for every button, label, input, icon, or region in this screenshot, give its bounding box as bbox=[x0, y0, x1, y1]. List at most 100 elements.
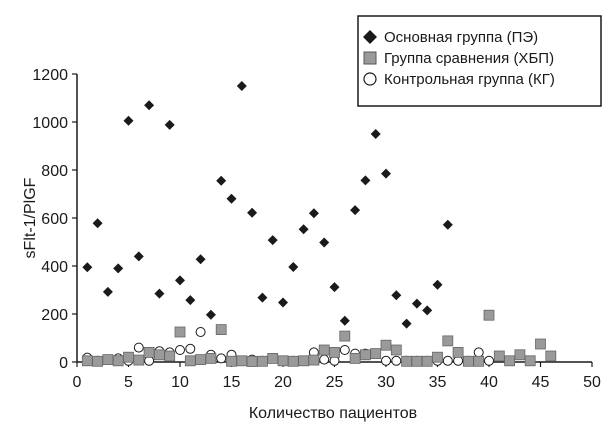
x-tick-label: 45 bbox=[532, 374, 550, 391]
data-point-main-group bbox=[360, 175, 371, 186]
y-axis-title: sFlt-1/PlGF bbox=[22, 177, 39, 258]
data-point-main-group bbox=[133, 251, 144, 262]
x-tick-label: 0 bbox=[73, 374, 82, 391]
legend-label-comparison-group: Группа сравнения (ХБП) bbox=[384, 50, 554, 67]
data-point-comparison-group bbox=[267, 352, 279, 364]
y-tick-labels: 0 200 400 600 800 1000 1200 bbox=[32, 67, 68, 372]
axes bbox=[72, 73, 593, 367]
data-point-control-group bbox=[484, 355, 494, 366]
data-point-comparison-group bbox=[112, 355, 124, 367]
data-point-comparison-group bbox=[123, 351, 134, 363]
data-point-main-group bbox=[92, 218, 103, 229]
data-point-comparison-group bbox=[287, 355, 299, 367]
data-point-control-group bbox=[133, 342, 144, 353]
data-point-comparison-group bbox=[359, 349, 371, 361]
y-tick-label: 1200 bbox=[32, 67, 68, 84]
data-point-comparison-group bbox=[133, 354, 145, 366]
data-point-comparison-group bbox=[421, 355, 433, 367]
data-point-comparison-group bbox=[92, 355, 103, 367]
data-point-comparison-group bbox=[205, 352, 217, 364]
data-point-main-group bbox=[432, 279, 443, 290]
legend-item-comparison-group: Группа сравнения (ХБП) bbox=[363, 50, 554, 67]
data-point-comparison-group bbox=[256, 355, 268, 367]
x-tick-labels: 0 5 10 15 20 25 30 35 40 45 50 bbox=[73, 374, 601, 391]
legend-label-control-group: Контрольная группа (КГ) bbox=[384, 71, 555, 88]
data-point-main-group bbox=[123, 115, 134, 126]
data-point-control-group bbox=[339, 345, 350, 355]
data-point-main-group bbox=[422, 305, 433, 316]
data-point-comparison-group bbox=[452, 346, 464, 358]
data-point-comparison-group bbox=[174, 326, 186, 338]
data-point-comparison-group bbox=[318, 344, 330, 356]
data-point-comparison-group bbox=[298, 355, 310, 367]
circle-marker-icon bbox=[363, 72, 377, 86]
data-point-control-group bbox=[319, 354, 330, 365]
legend-item-control-group: Контрольная группа (КГ) bbox=[363, 71, 555, 88]
data-point-main-group bbox=[319, 237, 330, 248]
data-point-main-group bbox=[164, 119, 175, 130]
diamond-marker-icon bbox=[363, 30, 377, 44]
data-point-comparison-group bbox=[483, 309, 495, 321]
data-point-comparison-group bbox=[514, 349, 526, 361]
data-point-control-group bbox=[195, 327, 206, 337]
data-point-control-group bbox=[185, 343, 196, 354]
data-point-main-group bbox=[267, 235, 278, 246]
data-point-comparison-group bbox=[143, 346, 155, 358]
data-point-main-group bbox=[339, 315, 350, 326]
x-tick-label: 35 bbox=[429, 374, 447, 391]
data-point-main-group bbox=[288, 261, 299, 272]
data-point-comparison-group bbox=[473, 355, 485, 367]
data-point-control-group bbox=[473, 347, 484, 358]
data-point-main-group bbox=[113, 263, 124, 274]
data-point-comparison-group bbox=[308, 354, 320, 366]
x-axis-title: Количество пациентов bbox=[249, 405, 417, 422]
y-tick-label: 200 bbox=[41, 307, 68, 324]
data-point-comparison-group bbox=[329, 346, 340, 358]
x-tick-label: 25 bbox=[326, 374, 344, 391]
data-point-comparison-group bbox=[545, 350, 557, 362]
data-point-comparison-group bbox=[401, 355, 413, 367]
data-point-comparison-group bbox=[535, 338, 546, 350]
data-point-main-group bbox=[205, 309, 216, 320]
data-point-control-group bbox=[442, 355, 453, 366]
x-tick-label: 20 bbox=[274, 374, 292, 391]
data-point-comparison-group bbox=[215, 324, 227, 336]
data-point-main-group bbox=[298, 224, 309, 235]
y-tick-label: 400 bbox=[41, 259, 68, 276]
data-point-main-group bbox=[401, 318, 412, 329]
data-point-main-group bbox=[247, 207, 258, 218]
data-point-main-group bbox=[442, 219, 453, 230]
data-point-comparison-group bbox=[524, 355, 536, 367]
data-point-comparison-group bbox=[493, 350, 505, 362]
data-point-comparison-group bbox=[226, 355, 237, 367]
data-point-comparison-group bbox=[236, 355, 248, 367]
x-tick-label: 5 bbox=[124, 374, 133, 391]
data-point-main-group bbox=[370, 129, 381, 139]
data-point-comparison-group bbox=[277, 355, 289, 367]
y-tick-label: 1000 bbox=[32, 115, 68, 132]
data-point-comparison-group bbox=[390, 344, 402, 356]
data-point-comparison-group bbox=[153, 349, 165, 361]
data-point-comparison-group bbox=[349, 352, 361, 364]
y-tick-label: 600 bbox=[41, 211, 68, 228]
data-point-main-group bbox=[411, 298, 422, 309]
data-point-main-group bbox=[185, 295, 196, 306]
data-point-control-group bbox=[381, 355, 391, 366]
data-point-control-group bbox=[175, 345, 185, 355]
data-point-main-group bbox=[236, 81, 247, 91]
data-point-main-group bbox=[329, 282, 340, 293]
y-tick-label: 800 bbox=[41, 163, 68, 180]
data-point-control-group bbox=[391, 355, 402, 366]
y-tick-label: 0 bbox=[59, 355, 68, 372]
x-tick-label: 10 bbox=[171, 374, 189, 391]
data-point-main-group bbox=[144, 100, 155, 111]
data-point-comparison-group bbox=[81, 355, 93, 367]
data-point-comparison-group bbox=[504, 355, 516, 367]
x-tick-label: 40 bbox=[480, 374, 498, 391]
data-point-main-group bbox=[175, 275, 185, 286]
data-point-main-group bbox=[257, 292, 268, 303]
data-point-comparison-group bbox=[462, 355, 474, 367]
data-points bbox=[81, 81, 557, 367]
data-point-comparison-group bbox=[339, 330, 351, 342]
data-point-comparison-group bbox=[246, 356, 258, 367]
